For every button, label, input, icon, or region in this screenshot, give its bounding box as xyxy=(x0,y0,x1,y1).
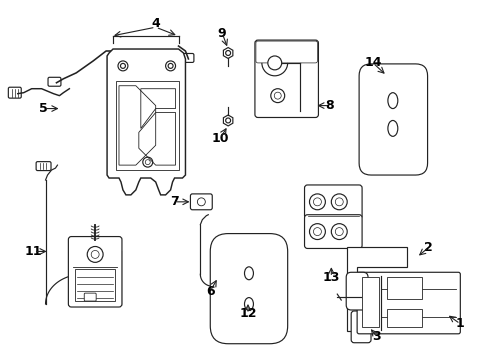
FancyBboxPatch shape xyxy=(36,162,51,171)
Ellipse shape xyxy=(388,121,398,136)
Circle shape xyxy=(335,228,343,235)
FancyBboxPatch shape xyxy=(256,41,318,63)
Text: 7: 7 xyxy=(170,195,179,208)
Bar xyxy=(387,277,421,299)
FancyBboxPatch shape xyxy=(255,40,318,117)
FancyBboxPatch shape xyxy=(305,185,362,219)
Text: 11: 11 xyxy=(25,245,43,258)
FancyBboxPatch shape xyxy=(84,293,96,301)
Circle shape xyxy=(310,194,325,210)
Text: 10: 10 xyxy=(212,132,229,145)
Circle shape xyxy=(91,251,99,258)
Bar xyxy=(362,277,379,327)
Circle shape xyxy=(331,224,347,239)
Circle shape xyxy=(166,61,175,71)
FancyBboxPatch shape xyxy=(357,272,460,334)
Ellipse shape xyxy=(245,298,253,310)
Circle shape xyxy=(121,63,125,68)
Ellipse shape xyxy=(388,93,398,109)
FancyBboxPatch shape xyxy=(346,272,368,310)
FancyBboxPatch shape xyxy=(191,194,212,210)
FancyBboxPatch shape xyxy=(351,311,371,343)
Text: 9: 9 xyxy=(218,27,226,40)
Text: 2: 2 xyxy=(424,241,433,254)
Circle shape xyxy=(331,194,347,210)
Text: 3: 3 xyxy=(373,330,381,343)
Circle shape xyxy=(268,56,282,70)
FancyBboxPatch shape xyxy=(359,64,428,175)
Circle shape xyxy=(314,198,321,206)
FancyBboxPatch shape xyxy=(69,237,122,307)
Circle shape xyxy=(226,50,231,55)
Circle shape xyxy=(197,198,205,206)
Polygon shape xyxy=(223,48,233,58)
Circle shape xyxy=(271,89,285,103)
Text: 14: 14 xyxy=(364,57,382,69)
FancyBboxPatch shape xyxy=(48,77,61,86)
Circle shape xyxy=(314,228,321,235)
Circle shape xyxy=(87,247,103,262)
Text: 1: 1 xyxy=(456,318,465,330)
Text: 12: 12 xyxy=(239,307,257,320)
Text: 5: 5 xyxy=(39,102,48,115)
Polygon shape xyxy=(347,247,407,331)
Circle shape xyxy=(226,118,231,123)
Text: 6: 6 xyxy=(206,285,215,298)
FancyBboxPatch shape xyxy=(305,215,362,248)
FancyBboxPatch shape xyxy=(8,87,21,98)
Circle shape xyxy=(310,224,325,239)
Text: 4: 4 xyxy=(151,17,160,30)
Circle shape xyxy=(335,198,343,206)
Polygon shape xyxy=(223,115,233,126)
Circle shape xyxy=(145,159,150,165)
Bar xyxy=(387,309,421,327)
Circle shape xyxy=(274,92,281,99)
Circle shape xyxy=(262,50,288,76)
FancyBboxPatch shape xyxy=(181,54,194,62)
Bar xyxy=(75,269,115,301)
Text: 8: 8 xyxy=(325,99,334,112)
Circle shape xyxy=(143,157,153,167)
Circle shape xyxy=(118,61,128,71)
Polygon shape xyxy=(116,81,178,170)
FancyBboxPatch shape xyxy=(210,234,288,344)
Circle shape xyxy=(168,63,173,68)
Text: 13: 13 xyxy=(322,271,340,284)
Polygon shape xyxy=(107,49,185,195)
Ellipse shape xyxy=(245,267,253,280)
